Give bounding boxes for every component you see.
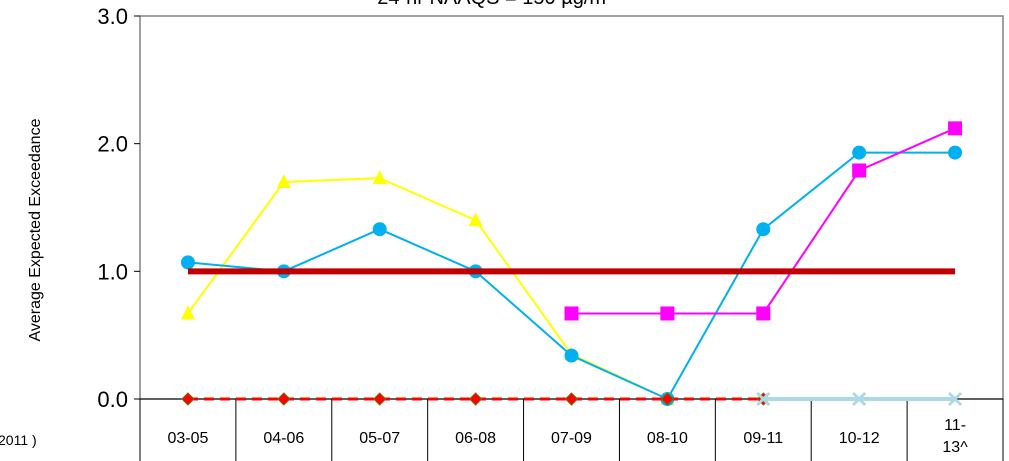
data-point-diamond — [373, 392, 387, 406]
data-point-diamond — [660, 392, 675, 406]
y-tick-label: 3.0 — [97, 4, 128, 29]
y-axis-label: Average Expected Exceedance — [27, 118, 44, 341]
data-point-diamond — [277, 392, 291, 406]
data-point-diamond — [468, 392, 483, 406]
data-point-triangle — [276, 173, 291, 188]
series-5 — [756, 391, 963, 407]
data-point-x — [756, 391, 771, 407]
x-tick-label: 10-12 — [839, 430, 880, 447]
data-point-square — [948, 121, 963, 136]
data-point-triangle — [180, 305, 195, 320]
chart-title: 24-hr NAAQS = 150 µg/m³ — [377, 0, 613, 9]
data-point-triangle — [468, 212, 483, 227]
plot-border — [139, 15, 1004, 400]
data-point-triangle — [372, 170, 387, 185]
x-tick-label: 03-05 — [167, 430, 208, 447]
data-point-square — [756, 306, 771, 321]
data-point-circle — [372, 222, 387, 237]
y-tick-label: 1.0 — [97, 259, 128, 284]
series-layer — [180, 121, 963, 407]
data-point-x — [852, 391, 867, 407]
x-tick-label: 06-08 — [455, 430, 496, 447]
x-tick-label: 04-06 — [263, 430, 304, 447]
data-point-square — [852, 163, 867, 178]
x-tick-label: 09-11 — [743, 430, 783, 447]
x-tick-label: 11-13^ — [942, 417, 968, 456]
y-tick-label: 2.0 — [97, 132, 128, 157]
series-1 — [180, 145, 963, 406]
data-point-circle — [564, 348, 579, 363]
left-annotation: 2011 ) — [0, 432, 37, 448]
data-point-circle — [852, 145, 867, 160]
data-point-circle — [948, 145, 963, 160]
series-2 — [564, 121, 963, 321]
y-tick-label: 0.0 — [97, 387, 128, 412]
series-0 — [180, 170, 675, 405]
series-line — [571, 127, 956, 315]
x-tick-label: 05-07 — [359, 430, 400, 447]
data-point-circle — [756, 222, 771, 237]
data-point-diamond — [564, 392, 579, 406]
plot-area — [139, 15, 1004, 400]
axes: 0.0 1.0 2.0 3.0 03-05 04-06 05-07 06-08 07-09 08-… — [97, 4, 1004, 461]
x-tick-label: 07-09 — [551, 430, 592, 447]
data-point-square — [660, 306, 675, 321]
x-tick-label: 08-10 — [647, 430, 688, 447]
data-point-circle — [180, 255, 195, 270]
data-point-x — [947, 391, 963, 407]
data-point-diamond — [181, 392, 195, 406]
data-point-square — [564, 306, 579, 321]
